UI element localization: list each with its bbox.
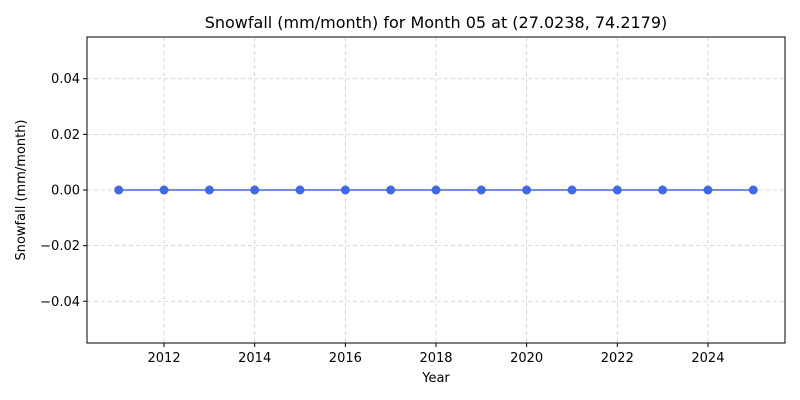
y-tick-label: −0.02 <box>40 239 80 254</box>
chart-title: Snowfall (mm/month) for Month 05 at (27.… <box>205 13 668 32</box>
data-point-marker <box>159 185 169 195</box>
x-tick-label: 2014 <box>238 351 271 366</box>
y-tick-label: −0.04 <box>40 295 80 310</box>
y-axis-ticks: −0.04 −0.02 0.00 0.02 0.04 <box>40 72 87 310</box>
x-tick-label: 2018 <box>419 351 452 366</box>
data-point-marker <box>522 185 532 195</box>
data-point-marker <box>250 185 260 195</box>
data-point-marker <box>431 185 441 195</box>
data-point-marker <box>703 185 713 195</box>
x-tick-label: 2016 <box>329 351 362 366</box>
data-point-marker <box>204 185 214 195</box>
x-tick-label: 2012 <box>148 351 181 366</box>
y-tick-label: 0.00 <box>51 184 80 199</box>
y-tick-label: 0.04 <box>51 72 80 87</box>
y-axis-label: Snowfall (mm/month) <box>14 119 29 260</box>
x-tick-label: 2024 <box>691 351 724 366</box>
x-axis-ticks: 2012 2014 2016 2018 2020 2022 2024 <box>148 343 724 366</box>
data-point-marker <box>340 185 350 195</box>
data-point-marker <box>567 185 577 195</box>
x-tick-label: 2022 <box>601 351 634 366</box>
data-point-marker <box>748 185 758 195</box>
data-point-marker <box>295 185 305 195</box>
y-tick-label: 0.02 <box>51 128 80 143</box>
data-point-marker <box>658 185 668 195</box>
data-point-marker <box>386 185 396 195</box>
data-point-marker <box>476 185 486 195</box>
data-point-marker <box>114 185 124 195</box>
series-layer <box>114 185 758 195</box>
x-tick-label: 2020 <box>510 351 543 366</box>
data-point-marker <box>612 185 622 195</box>
x-axis-label: Year <box>421 371 450 386</box>
